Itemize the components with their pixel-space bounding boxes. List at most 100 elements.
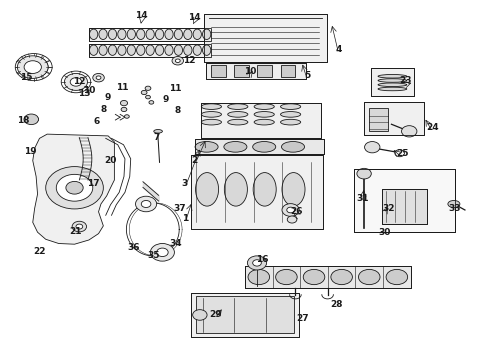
Circle shape	[66, 181, 83, 194]
Circle shape	[121, 100, 127, 106]
Text: 32: 32	[383, 204, 395, 213]
Bar	[89, 44, 211, 57]
Text: 12: 12	[73, 77, 86, 86]
Text: 37: 37	[174, 204, 187, 213]
Ellipse shape	[378, 79, 407, 82]
Circle shape	[157, 248, 168, 257]
Ellipse shape	[224, 141, 247, 152]
Ellipse shape	[281, 112, 301, 117]
Circle shape	[149, 100, 154, 104]
Circle shape	[150, 243, 174, 261]
Ellipse shape	[127, 45, 135, 55]
Circle shape	[70, 78, 82, 86]
Bar	[354, 169, 455, 232]
Circle shape	[26, 62, 41, 72]
Bar	[89, 44, 211, 57]
Bar	[191, 155, 323, 229]
Circle shape	[287, 207, 294, 213]
Text: 6: 6	[93, 117, 99, 126]
Ellipse shape	[184, 29, 192, 40]
Ellipse shape	[276, 269, 297, 285]
Ellipse shape	[108, 45, 117, 55]
Text: 33: 33	[448, 204, 461, 213]
Text: 16: 16	[256, 255, 268, 264]
Ellipse shape	[165, 29, 173, 40]
Circle shape	[401, 126, 417, 137]
Bar	[201, 103, 321, 138]
Ellipse shape	[155, 45, 164, 55]
Bar	[204, 14, 327, 62]
Circle shape	[65, 73, 88, 90]
Ellipse shape	[228, 104, 248, 109]
Bar	[382, 189, 427, 224]
Ellipse shape	[378, 87, 407, 91]
Text: 14: 14	[188, 13, 201, 22]
Ellipse shape	[202, 45, 211, 55]
Text: 10: 10	[244, 67, 256, 76]
Bar	[206, 63, 306, 80]
Text: 19: 19	[24, 147, 36, 156]
Ellipse shape	[154, 130, 162, 133]
Bar	[371, 68, 414, 96]
Ellipse shape	[228, 112, 248, 117]
Ellipse shape	[196, 172, 219, 206]
Ellipse shape	[254, 112, 274, 117]
Text: 11: 11	[116, 83, 129, 92]
Text: 17: 17	[87, 179, 100, 188]
Text: 29: 29	[209, 310, 221, 319]
Text: 34: 34	[169, 239, 182, 248]
Circle shape	[56, 174, 93, 201]
Ellipse shape	[253, 172, 276, 206]
Text: 9: 9	[163, 95, 169, 104]
Bar	[195, 139, 324, 154]
Bar	[191, 293, 299, 337]
Ellipse shape	[24, 116, 39, 123]
Text: 30: 30	[378, 228, 391, 237]
Ellipse shape	[195, 141, 218, 152]
Circle shape	[287, 216, 297, 223]
Circle shape	[247, 256, 267, 270]
Bar	[354, 169, 455, 232]
Ellipse shape	[184, 45, 192, 55]
Text: 4: 4	[336, 45, 342, 54]
Text: 15: 15	[20, 73, 33, 82]
Ellipse shape	[146, 29, 154, 40]
Ellipse shape	[248, 269, 270, 285]
Text: 9: 9	[105, 93, 111, 102]
Ellipse shape	[281, 141, 305, 152]
Ellipse shape	[254, 119, 274, 125]
Circle shape	[141, 90, 147, 95]
Circle shape	[76, 224, 83, 229]
Text: 10: 10	[83, 86, 95, 95]
Bar	[204, 14, 327, 62]
Bar	[89, 28, 211, 41]
Circle shape	[141, 201, 151, 207]
Text: 24: 24	[426, 123, 439, 132]
Ellipse shape	[193, 45, 201, 55]
Ellipse shape	[386, 269, 408, 285]
Bar	[245, 266, 411, 288]
Bar	[201, 103, 321, 138]
Ellipse shape	[146, 45, 154, 55]
Ellipse shape	[201, 112, 221, 117]
Ellipse shape	[174, 29, 183, 40]
Circle shape	[17, 56, 48, 78]
Circle shape	[93, 73, 104, 82]
Circle shape	[72, 221, 87, 232]
Text: 23: 23	[400, 76, 412, 85]
Ellipse shape	[448, 201, 460, 207]
Text: 35: 35	[147, 251, 160, 260]
Ellipse shape	[359, 269, 380, 285]
Text: 25: 25	[396, 149, 409, 158]
Ellipse shape	[137, 29, 145, 40]
Ellipse shape	[127, 29, 135, 40]
Ellipse shape	[331, 269, 352, 285]
Bar	[364, 102, 424, 135]
Circle shape	[121, 107, 127, 112]
Ellipse shape	[378, 83, 407, 86]
Bar	[364, 102, 424, 135]
Bar	[234, 65, 249, 77]
Bar	[206, 63, 306, 80]
Bar	[281, 65, 295, 77]
Circle shape	[145, 86, 151, 90]
